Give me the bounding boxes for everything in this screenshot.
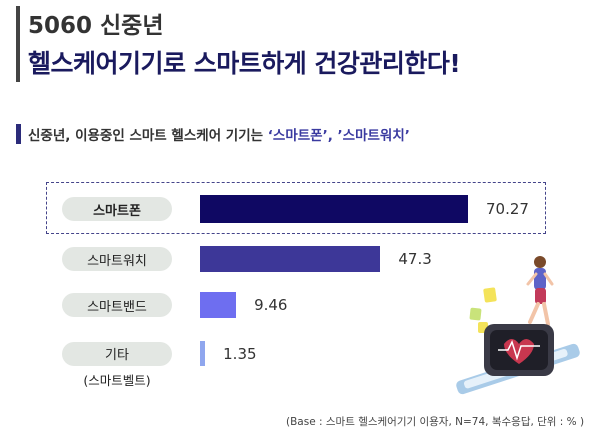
footnote: (Base : 스마트 헬스케어기기 이용자, N=74, 복수응답, 단위 :… xyxy=(286,416,585,428)
value-label-0: 70.27 xyxy=(486,200,529,218)
value-label-2: 9.46 xyxy=(254,296,288,314)
page-title-line1: 5060 신중년 xyxy=(28,13,164,39)
category-label-3: 기타 xyxy=(62,341,172,366)
title-accent-bar xyxy=(16,6,20,82)
highlight-dashed-box xyxy=(46,182,546,234)
category-label-1: 스마트워치 xyxy=(62,247,172,271)
bar-2 xyxy=(200,292,237,318)
value-label-1: 47.3 xyxy=(398,250,432,268)
runner-smartwatch-illustration xyxy=(456,256,580,395)
category-label-2: 스마트밴드 xyxy=(62,293,172,317)
chart-subtitle: 신중년, 이용중인 스마트 헬스케어 기기는 ‘스마트폰’, ’스마트워치’ xyxy=(28,124,410,144)
category-label-0: 스마트폰 xyxy=(62,197,172,221)
category-note-etc: (스마트벨트) xyxy=(83,373,151,388)
bar-1 xyxy=(200,246,381,272)
subtitle-prefix: 신중년, 이용중인 스마트 헬스케어 기기는 xyxy=(28,128,268,144)
bar-0 xyxy=(200,195,468,223)
subtitle-accent-bar xyxy=(16,124,21,144)
bar-3 xyxy=(200,341,206,366)
value-label-3: 1.35 xyxy=(223,344,257,363)
page-title-line2: 헬스케어기기로 스마트하게 건강관리한다! xyxy=(28,49,461,78)
subtitle-highlight: ‘스마트폰’, ’스마트워치’ xyxy=(267,128,410,144)
